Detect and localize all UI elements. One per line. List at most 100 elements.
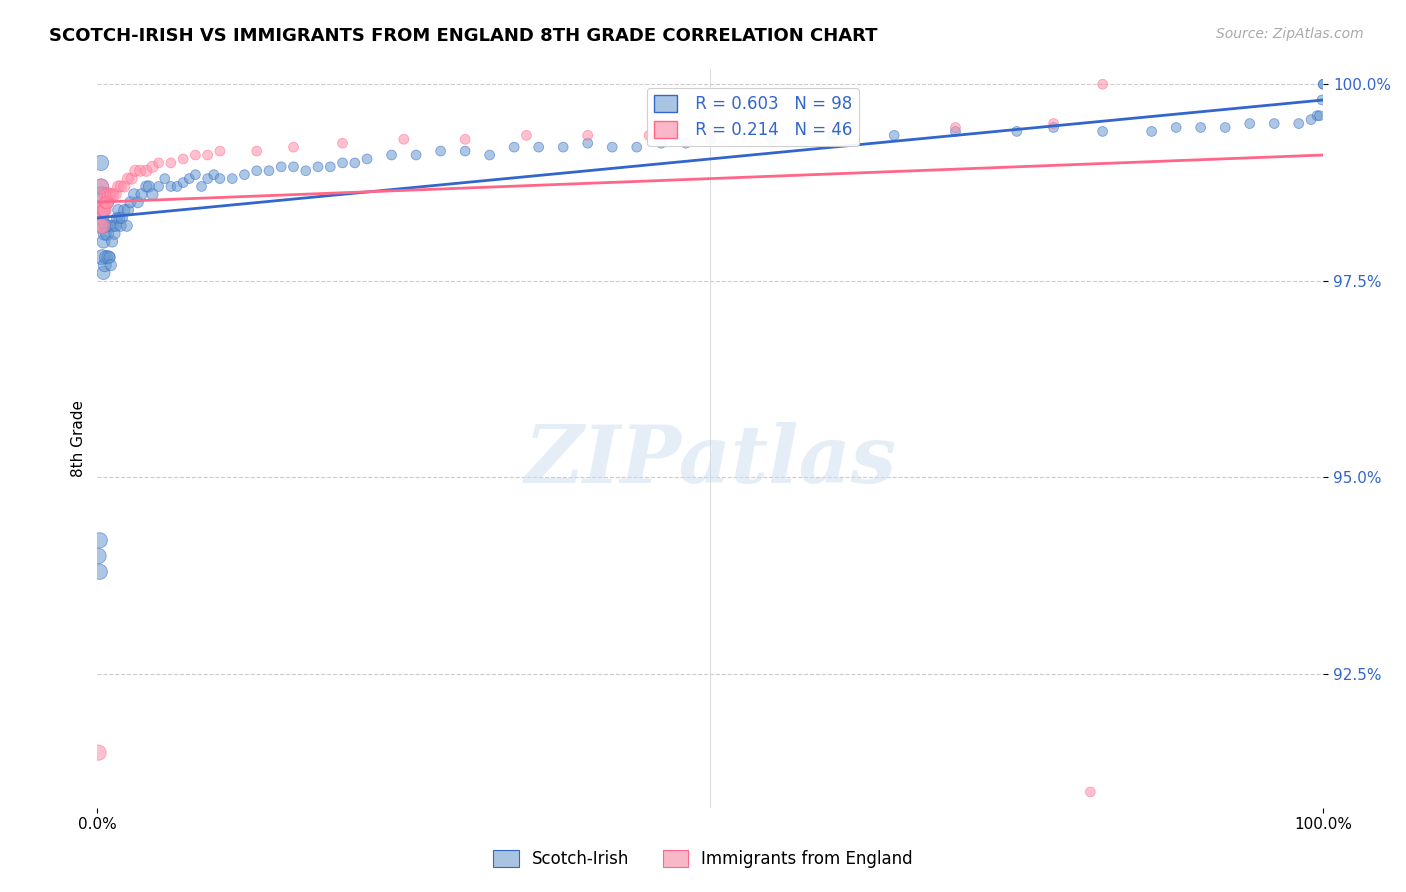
Point xyxy=(148,179,170,194)
Point xyxy=(821,128,844,143)
Point xyxy=(650,136,672,151)
Point xyxy=(93,258,115,272)
Point xyxy=(246,163,269,178)
Point xyxy=(91,219,114,233)
Point xyxy=(87,746,110,760)
Text: SCOTCH-IRISH VS IMMIGRANTS FROM ENGLAND 8TH GRADE CORRELATION CHART: SCOTCH-IRISH VS IMMIGRANTS FROM ENGLAND … xyxy=(49,27,877,45)
Text: Source: ZipAtlas.com: Source: ZipAtlas.com xyxy=(1216,27,1364,41)
Point xyxy=(1312,77,1334,91)
Point xyxy=(1299,112,1322,127)
Point xyxy=(626,140,648,154)
Point xyxy=(1189,120,1212,135)
Point xyxy=(527,140,550,154)
Point xyxy=(91,219,114,233)
Point xyxy=(96,227,118,241)
Point xyxy=(97,187,120,202)
Point xyxy=(148,156,170,170)
Point xyxy=(332,156,354,170)
Point xyxy=(332,136,354,151)
Point xyxy=(115,219,138,233)
Point xyxy=(96,195,118,210)
Point xyxy=(392,132,415,146)
Point xyxy=(89,565,111,579)
Point xyxy=(233,168,256,182)
Point xyxy=(221,171,243,186)
Point xyxy=(91,187,114,202)
Point xyxy=(93,202,115,217)
Point xyxy=(1042,120,1064,135)
Point xyxy=(821,120,844,135)
Point xyxy=(202,168,225,182)
Point xyxy=(110,179,132,194)
Point xyxy=(343,156,366,170)
Point xyxy=(1140,124,1163,138)
Point xyxy=(89,533,111,548)
Point xyxy=(1042,117,1064,131)
Point xyxy=(1091,124,1114,138)
Point xyxy=(945,124,967,138)
Point xyxy=(98,187,121,202)
Point xyxy=(600,140,623,154)
Point xyxy=(172,152,194,166)
Point xyxy=(153,171,176,186)
Point xyxy=(90,195,112,210)
Point xyxy=(108,211,131,225)
Point xyxy=(945,120,967,135)
Point xyxy=(103,227,125,241)
Point xyxy=(104,219,127,233)
Point xyxy=(1213,120,1236,135)
Point xyxy=(93,202,115,217)
Point xyxy=(1288,117,1310,131)
Point xyxy=(110,219,132,233)
Point xyxy=(96,195,118,210)
Point xyxy=(699,124,721,138)
Point xyxy=(104,187,127,202)
Point xyxy=(1166,120,1188,135)
Point xyxy=(94,187,117,202)
Point xyxy=(638,128,661,143)
Point xyxy=(1310,93,1333,107)
Point xyxy=(246,144,269,158)
Point xyxy=(1263,117,1285,131)
Point xyxy=(1306,109,1329,123)
Point xyxy=(90,179,112,194)
Point xyxy=(208,144,231,158)
Point xyxy=(319,160,342,174)
Point xyxy=(90,211,112,225)
Point xyxy=(121,171,143,186)
Point xyxy=(294,163,316,178)
Point xyxy=(356,152,378,166)
Point xyxy=(503,140,526,154)
Point xyxy=(454,144,477,158)
Point xyxy=(883,128,905,143)
Point xyxy=(112,179,135,194)
Point xyxy=(576,128,599,143)
Point xyxy=(93,202,115,217)
Point xyxy=(270,160,292,174)
Point xyxy=(553,140,575,154)
Point xyxy=(105,211,128,225)
Text: ZIPatlas: ZIPatlas xyxy=(524,422,897,499)
Point xyxy=(90,179,112,194)
Point xyxy=(120,195,142,210)
Point xyxy=(515,128,537,143)
Point xyxy=(405,148,427,162)
Point xyxy=(97,250,120,264)
Point xyxy=(197,148,219,162)
Point xyxy=(103,219,125,233)
Point xyxy=(91,250,114,264)
Point xyxy=(190,179,212,194)
Point xyxy=(124,163,146,178)
Point xyxy=(94,195,117,210)
Point xyxy=(112,202,135,217)
Point xyxy=(184,168,207,182)
Point xyxy=(93,266,115,280)
Point xyxy=(90,156,112,170)
Point xyxy=(1005,124,1028,138)
Point xyxy=(160,156,183,170)
Point xyxy=(127,195,149,210)
Point xyxy=(1078,785,1101,799)
Point xyxy=(98,219,121,233)
Point xyxy=(89,219,111,233)
Point xyxy=(135,179,157,194)
